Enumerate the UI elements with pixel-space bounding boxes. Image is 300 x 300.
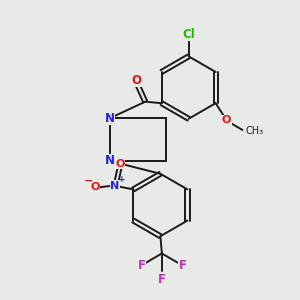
Text: CH₃: CH₃ bbox=[246, 126, 264, 136]
Text: F: F bbox=[158, 273, 166, 286]
Text: O: O bbox=[131, 74, 141, 86]
Text: N: N bbox=[105, 154, 115, 167]
Text: F: F bbox=[137, 260, 146, 272]
Text: O: O bbox=[222, 115, 231, 125]
Text: −: − bbox=[83, 176, 93, 186]
Text: O: O bbox=[90, 182, 100, 192]
Text: Cl: Cl bbox=[182, 28, 195, 40]
Text: F: F bbox=[178, 260, 186, 272]
Text: N: N bbox=[110, 181, 120, 191]
Text: +: + bbox=[118, 175, 125, 184]
Text: N: N bbox=[105, 112, 115, 125]
Text: O: O bbox=[115, 159, 125, 169]
